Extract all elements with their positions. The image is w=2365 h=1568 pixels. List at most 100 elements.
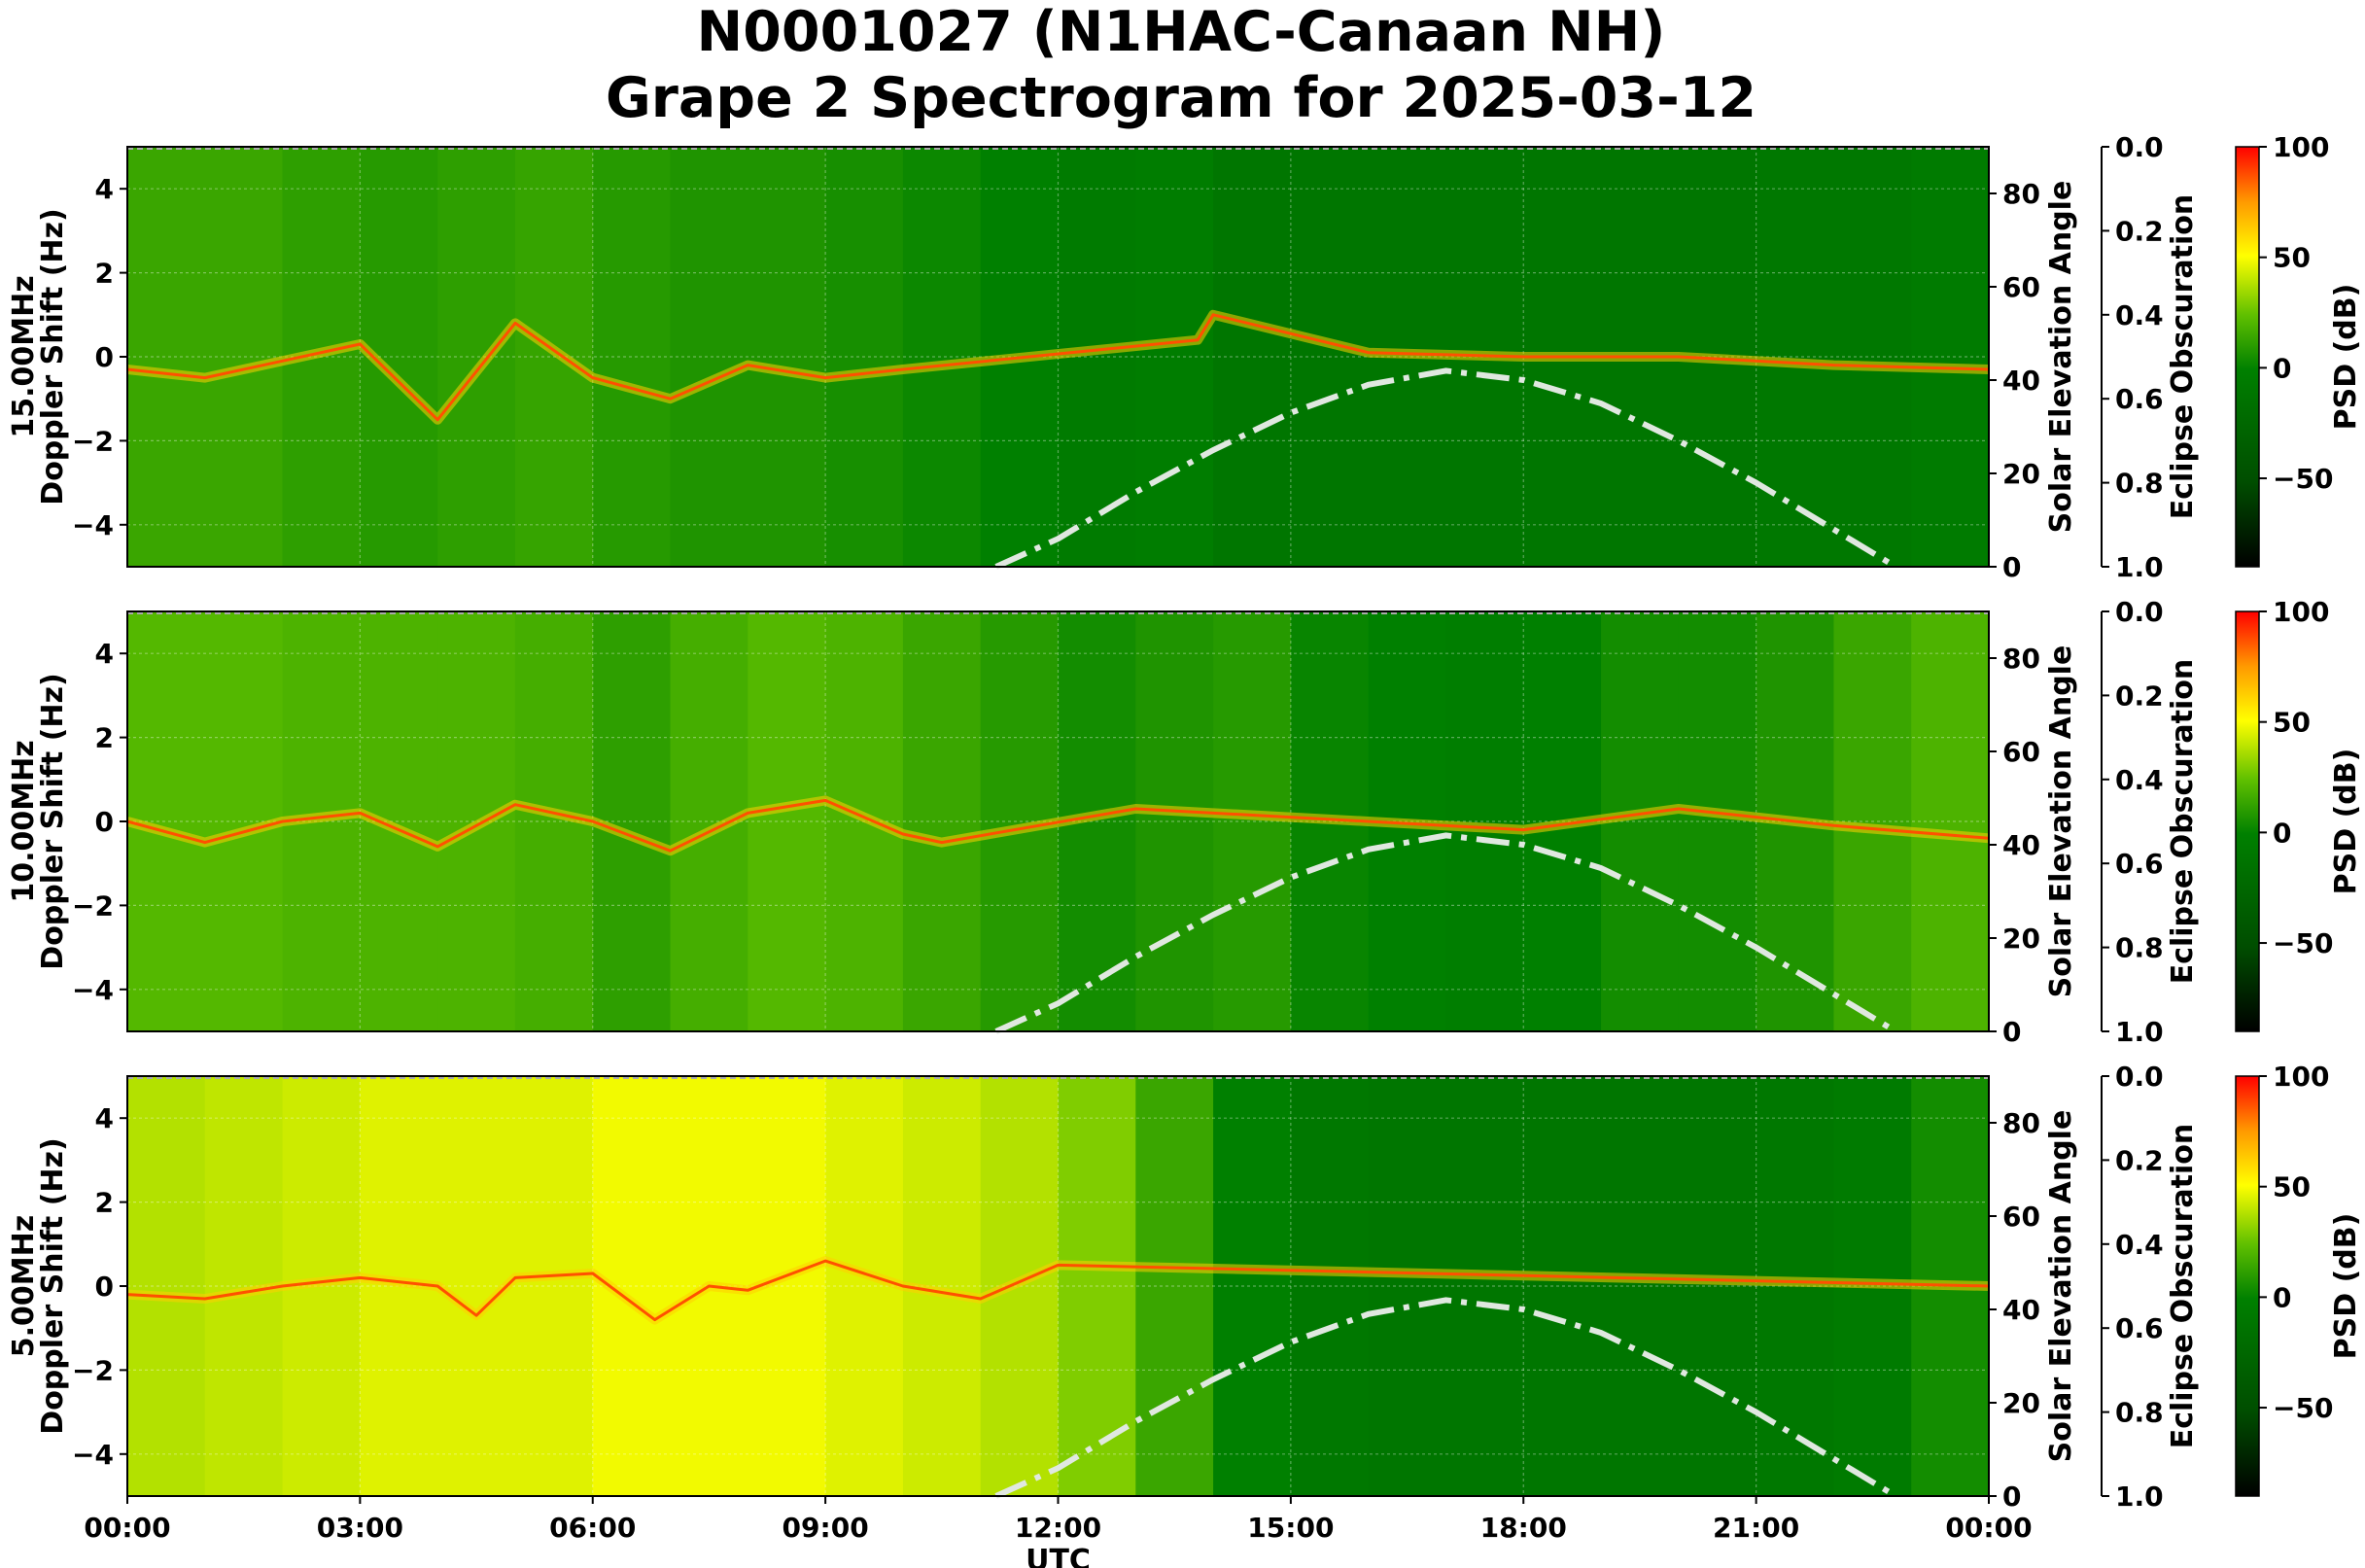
eclipse-tick-label: 0.2 <box>2115 215 2164 247</box>
eclipse-tick-label: 0.8 <box>2115 932 2164 964</box>
x-tick-label: 00:00 <box>1945 1512 2032 1544</box>
y-tick-label: −4 <box>72 1439 114 1471</box>
colorbar-label: PSD (dB) <box>2329 749 2363 895</box>
psd-band <box>748 611 826 1031</box>
colorbar-tick-label: 0 <box>2273 352 2291 384</box>
eclipse-tick-label: 0.4 <box>2115 764 2164 796</box>
y-tick-label: 0 <box>95 806 114 838</box>
colorbar-tick-label: 100 <box>2273 1061 2329 1093</box>
solar-elevation-curve <box>994 1297 1897 1499</box>
solar-elevation-label: Solar Elevation Angle <box>2044 1110 2078 1463</box>
psd-band <box>1213 147 1292 567</box>
solar-tick-label: 20 <box>2002 458 2040 490</box>
psd-colorbar <box>2235 146 2260 568</box>
psd-band <box>1213 611 1292 1031</box>
psd-band <box>1135 611 1214 1031</box>
psd-band <box>902 147 982 567</box>
colorbar-tick-label: 0 <box>2273 817 2291 849</box>
eclipse-obscuration-label: Eclipse Obscuration <box>2166 194 2200 520</box>
psd-band <box>1911 147 1990 567</box>
x-axis-label: UTC <box>1026 1544 1091 1568</box>
solar-elevation-curve <box>994 367 1897 570</box>
eclipse-tick-label: 0.0 <box>2115 596 2164 628</box>
solar-tick-label: 0 <box>2002 1481 2021 1513</box>
colorbar-tick-label: −50 <box>2273 463 2333 495</box>
psd-band <box>1368 1076 1447 1496</box>
eclipse-tick-label: 0.2 <box>2115 1144 2164 1176</box>
eclipse-obscuration-label: Eclipse Obscuration <box>2166 1124 2200 1449</box>
psd-band <box>1213 1076 1292 1496</box>
y-tick-label: 0 <box>95 1271 114 1303</box>
eclipse-tick-label: 0.0 <box>2115 131 2164 163</box>
y-tick-label: 2 <box>95 722 114 754</box>
solar-tick-label: 60 <box>2002 736 2040 768</box>
psd-band <box>204 147 284 567</box>
solar-tick-label: 40 <box>2002 1294 2040 1326</box>
y-tick-label: 2 <box>95 258 114 290</box>
colorbar-tick-label: 100 <box>2273 596 2329 628</box>
colorbar-tick-label: −50 <box>2273 927 2333 959</box>
colorbar-label: PSD (dB) <box>2329 284 2363 431</box>
psd-band <box>1678 611 1757 1031</box>
y-tick-label: −4 <box>72 974 114 1006</box>
colorbar-label: PSD (dB) <box>2329 1213 2363 1360</box>
psd-band <box>670 147 748 567</box>
doppler-trace <box>126 313 1990 422</box>
psd-band <box>1833 147 1912 567</box>
psd-band <box>127 147 206 567</box>
psd-band <box>1290 147 1370 567</box>
psd-band <box>127 1076 206 1496</box>
colorbar-tick-label: 50 <box>2273 242 2311 274</box>
y-axis-label: Doppler Shift (Hz) <box>36 673 70 969</box>
eclipse-obscuration-label: Eclipse Obscuration <box>2166 659 2200 985</box>
x-tick-label: 03:00 <box>317 1512 403 1544</box>
psd-band <box>1135 1076 1214 1496</box>
y-tick-label: 4 <box>95 638 114 670</box>
psd-band <box>514 147 594 567</box>
solar-tick-label: 80 <box>2002 178 2040 210</box>
eclipse-tick-label: 0.2 <box>2115 679 2164 712</box>
y-tick-label: 4 <box>95 173 114 205</box>
y-tick-label: 0 <box>95 341 114 373</box>
psd-band <box>1290 1076 1370 1496</box>
y-tick-label: −2 <box>72 889 114 922</box>
eclipse-tick-label: 0.6 <box>2115 1312 2164 1344</box>
solar-tick-label: 40 <box>2002 365 2040 397</box>
eclipse-tick-label: 0.4 <box>2115 299 2164 331</box>
psd-band <box>1445 611 1524 1031</box>
figure-title-line-1: N0001027 (N1HAC-Canaan NH) <box>697 0 1666 64</box>
figure-title-line-2: Grape 2 Spectrogram for 2025-03-12 <box>606 66 1756 130</box>
psd-band <box>1678 1076 1757 1496</box>
eclipse-tick-label: 0.6 <box>2115 383 2164 415</box>
solar-tick-label: 60 <box>2002 1201 2040 1233</box>
psd-band <box>1135 147 1214 567</box>
eclipse-tick-label: 0.6 <box>2115 848 2164 880</box>
x-tick-label: 21:00 <box>1713 1512 1799 1544</box>
eclipse-tick-label: 0.8 <box>2115 468 2164 500</box>
x-tick-label: 00:00 <box>84 1512 170 1544</box>
colorbar-tick-label: 50 <box>2273 1171 2311 1203</box>
x-tick-label: 06:00 <box>549 1512 636 1544</box>
x-tick-label: 09:00 <box>783 1512 869 1544</box>
doppler-trace <box>126 1259 1990 1322</box>
solar-tick-label: 0 <box>2002 551 2021 583</box>
eclipse-tick-label: 1.0 <box>2115 551 2164 583</box>
eclipse-tick-label: 1.0 <box>2115 1481 2164 1513</box>
solar-tick-label: 20 <box>2002 923 2040 955</box>
y-axis-label: Doppler Shift (Hz) <box>36 208 70 505</box>
psd-band <box>825 147 904 567</box>
psd-band <box>1601 1076 1680 1496</box>
colorbar-tick-label: 0 <box>2273 1281 2291 1313</box>
psd-band <box>592 147 672 567</box>
colorbar-tick-label: −50 <box>2273 1392 2333 1424</box>
eclipse-tick-label: 0.8 <box>2115 1397 2164 1429</box>
psd-band <box>514 1076 594 1496</box>
frequency-label: 15.00MHz <box>7 275 41 437</box>
solar-tick-label: 0 <box>2002 1016 2021 1048</box>
psd-band <box>437 147 516 567</box>
